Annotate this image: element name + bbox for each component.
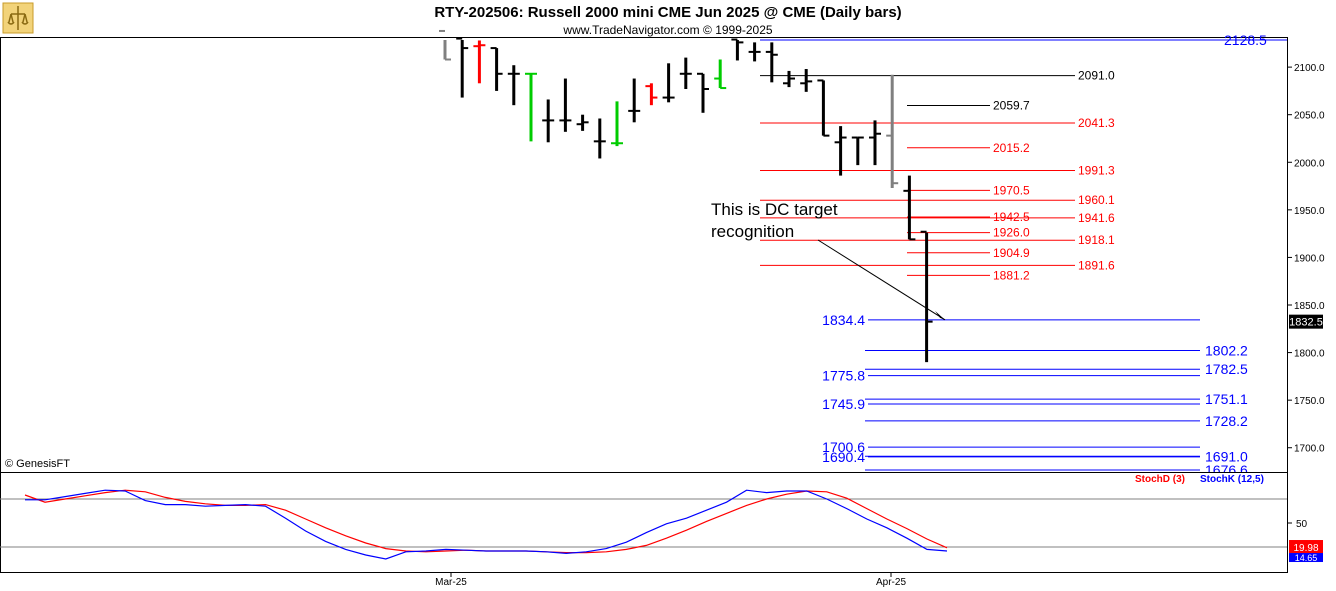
last-price-marker: 1832.5: [1289, 314, 1323, 329]
level-label: 1926.0: [993, 226, 1030, 240]
level-label: 1941.6: [1078, 211, 1115, 225]
price-panel: [0, 37, 1288, 473]
level-label: 1691.0: [1205, 448, 1248, 464]
level-label: 1775.8: [822, 368, 865, 384]
level-label: 1881.2: [993, 268, 1030, 282]
level-label: 2041.3: [1078, 116, 1115, 130]
level-label: 1891.6: [1078, 258, 1115, 272]
price-tick-label: 1900.0: [1294, 253, 1325, 264]
stoch-k-line: [25, 489, 948, 560]
target-levels: 2128.5 2091.0 2059.7 2041.3 2015.2 1991.3 1970…: [760, 32, 1287, 478]
level-label: 1970.5: [993, 183, 1030, 197]
stoch-d-legend: StochD (3): [1135, 474, 1185, 485]
price-tick-label: 2100.0: [1294, 63, 1325, 74]
level-label: 2128.5: [1224, 32, 1267, 48]
level-label: 1700.6: [822, 439, 865, 455]
header-bar: [0, 0, 1336, 37]
level-label: 1690.4: [822, 449, 865, 465]
price-tick-label: 2000.0: [1294, 158, 1325, 169]
stoch-d-last-box: [1289, 540, 1323, 554]
level-label: 1728.2: [1205, 413, 1248, 429]
chart-title: RTY-202506: Russell 2000 mini CME Jun 20…: [434, 4, 901, 21]
level-label: 1960.1: [1078, 193, 1115, 207]
price-axis: 1700.0 1750.0 1800.0 1850.0 1900.0 1950.0 2000…: [1287, 63, 1325, 455]
level-label: 1782.5: [1205, 361, 1248, 377]
price-bars: [439, 29, 933, 363]
level-label: 2091.0: [1078, 69, 1115, 83]
price-tick-label: 2050.0: [1294, 111, 1325, 122]
date-tick-label: Apr-25: [876, 577, 906, 588]
annotation-arrow: [817, 239, 946, 321]
last-price-label: 1832.5: [1289, 317, 1323, 329]
price-tick-label: 1800.0: [1294, 349, 1325, 360]
stoch-k-last-box: [1289, 553, 1323, 563]
stoch-k-last-label: 14.65: [1295, 553, 1318, 563]
chart-subtitle: www.TradeNavigator.com © 1999-2025: [562, 23, 772, 37]
stoch-tick-label: 50: [1296, 519, 1308, 530]
annotation-arrowhead: [935, 310, 945, 320]
level-label: 1802.2: [1205, 342, 1248, 358]
level-label: 1834.4: [822, 312, 865, 328]
price-tick-label: 1750.0: [1294, 396, 1325, 407]
date-axis: Mar-25 Apr-25: [435, 572, 906, 588]
date-tick-label: Mar-25: [435, 577, 467, 588]
price-tick-label: 1950.0: [1294, 206, 1325, 217]
level-label: 2015.2: [993, 141, 1030, 155]
annotation-text-line1: This is DC target: [711, 200, 838, 219]
level-label: 1918.1: [1078, 233, 1115, 247]
annotation-text-line2: recognition: [711, 222, 794, 241]
level-label: 1751.1: [1205, 391, 1248, 407]
stoch-k-legend: StochK (12,5): [1200, 474, 1264, 485]
level-label: 1942.5: [993, 210, 1030, 224]
level-label: 1991.3: [1078, 164, 1115, 178]
stoch-panel: [0, 472, 1288, 573]
annotation: This is DC target recognition: [711, 200, 946, 321]
level-label: 2059.7: [993, 98, 1030, 112]
last-price-box: [1289, 314, 1323, 329]
level-label: 1904.9: [993, 246, 1030, 260]
trade-navigator-logo: [2, 2, 34, 34]
stoch-d-last-label: 19.98: [1293, 543, 1318, 554]
price-tick-label: 1850.0: [1294, 301, 1325, 312]
level-label: 1745.9: [822, 396, 865, 412]
genesis-watermark: © GenesisFT: [5, 458, 70, 470]
price-tick-label: 1700.0: [1294, 444, 1325, 455]
